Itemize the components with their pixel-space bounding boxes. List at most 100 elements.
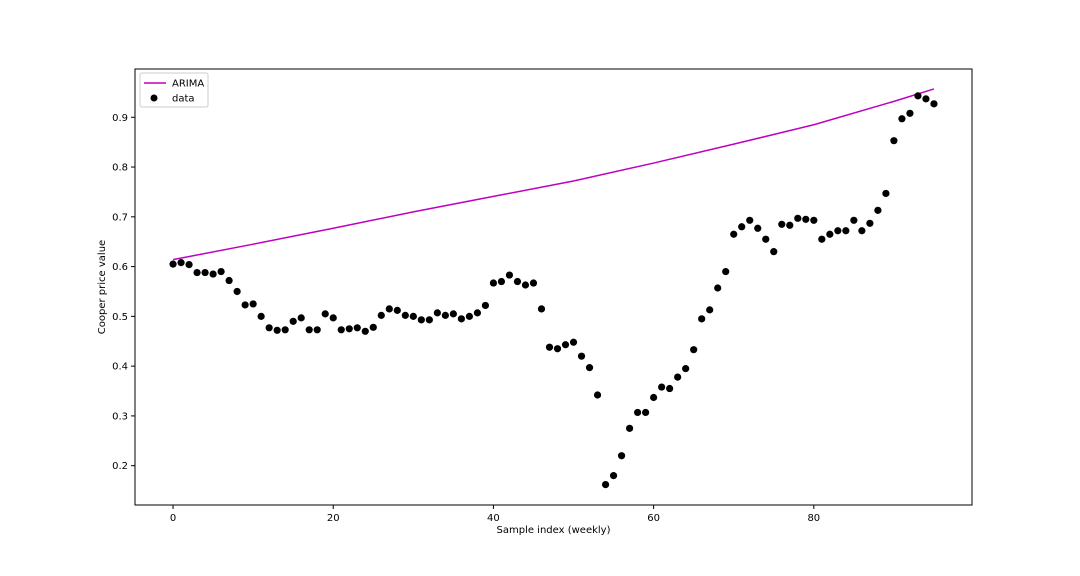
- data-point: [505, 271, 514, 279]
- data-point: [826, 230, 834, 238]
- data-point: [898, 115, 906, 123]
- data-point: [297, 314, 305, 322]
- data-point: [553, 345, 562, 353]
- data-point: [850, 216, 858, 224]
- x-tick-label: 40: [487, 513, 500, 524]
- data-point: [305, 326, 313, 334]
- data-point: [273, 326, 281, 334]
- data-point: [682, 365, 690, 373]
- series-layer: [169, 88, 938, 489]
- y-tick-label: 0.6: [112, 262, 128, 273]
- data-point: [642, 408, 650, 417]
- data-point: [569, 338, 578, 346]
- data-point: [193, 268, 201, 277]
- data-point: [674, 373, 682, 381]
- data-point: [794, 214, 802, 222]
- data-point: [658, 383, 666, 391]
- data-point: [417, 316, 425, 324]
- data-point: [585, 364, 594, 372]
- data-point: [746, 216, 754, 224]
- data-point: [730, 230, 738, 238]
- data-point: [409, 312, 417, 320]
- data-point: [545, 343, 554, 351]
- data-point: [778, 220, 786, 228]
- data-point: [714, 284, 722, 292]
- y-tick-label: 0.3: [112, 411, 128, 422]
- data-point: [337, 326, 345, 334]
- data-point: [465, 312, 473, 320]
- arima-line: [172, 88, 935, 261]
- data-point: [666, 384, 674, 393]
- data-point: [489, 279, 498, 287]
- data-point: [609, 472, 618, 480]
- data-point: [441, 311, 449, 319]
- data-point: [473, 309, 482, 317]
- data-point: [834, 227, 842, 235]
- data-point: [185, 261, 193, 269]
- data-point: [906, 109, 914, 117]
- data-point: [802, 215, 810, 223]
- data-point: [249, 300, 257, 308]
- data-point: [890, 137, 898, 145]
- data-point: [265, 324, 273, 332]
- data-point: [762, 235, 770, 243]
- data-point: [201, 268, 209, 277]
- data-point: [217, 267, 225, 276]
- legend-arima-label: ARIMA: [172, 79, 204, 90]
- data-point: [433, 309, 441, 317]
- data-point: [329, 314, 337, 322]
- x-tick-label: 80: [807, 513, 820, 524]
- data-point: [345, 325, 353, 333]
- data-point: [393, 306, 401, 314]
- data-point: [209, 270, 217, 278]
- data-point: [690, 346, 698, 354]
- data-point: [521, 281, 530, 289]
- data-point: [225, 276, 233, 285]
- data-point: [177, 259, 185, 267]
- data-point: [601, 480, 610, 489]
- data-point: [617, 452, 626, 460]
- data-point: [810, 216, 818, 224]
- data-point: [425, 316, 433, 324]
- data-point: [593, 391, 602, 399]
- data-point: [361, 327, 369, 335]
- x-axis-ticks: 0 20 40 60 80: [170, 505, 820, 524]
- data-point: [497, 277, 506, 286]
- data-point: [457, 315, 465, 323]
- y-tick-label: 0.9: [112, 113, 128, 124]
- data-point: [257, 312, 265, 320]
- data-point: [722, 267, 730, 276]
- data-point: [698, 315, 706, 323]
- data-point: [738, 223, 746, 231]
- data-point: [922, 95, 930, 103]
- data-point: [882, 189, 890, 198]
- legend: ARIMA data: [139, 72, 209, 108]
- y-tick-label: 0.4: [112, 362, 128, 373]
- data-point: [634, 408, 642, 417]
- data-point: [874, 206, 882, 214]
- data-point: [313, 326, 321, 334]
- y-tick-label: 0.8: [112, 163, 128, 174]
- data-point: [241, 301, 249, 309]
- data-point: [401, 311, 409, 319]
- data-point: [529, 279, 538, 287]
- plot-area: [134, 68, 973, 506]
- y-tick-label: 0.7: [112, 212, 128, 223]
- y-tick-label: 0.5: [112, 312, 128, 323]
- data-point: [281, 326, 289, 334]
- data-point: [625, 424, 634, 432]
- data-point: [369, 323, 377, 331]
- legend-data-marker: [150, 94, 158, 102]
- data-point: [233, 287, 241, 296]
- data-point: [930, 100, 938, 108]
- data-point: [169, 260, 177, 268]
- x-tick-label: 60: [647, 513, 660, 524]
- data-point: [754, 224, 762, 232]
- data-point: [786, 221, 794, 229]
- data-point: [770, 248, 778, 256]
- data-point: [842, 227, 850, 235]
- data-point: [866, 219, 874, 227]
- data-point: [513, 277, 522, 286]
- data-point: [537, 305, 546, 313]
